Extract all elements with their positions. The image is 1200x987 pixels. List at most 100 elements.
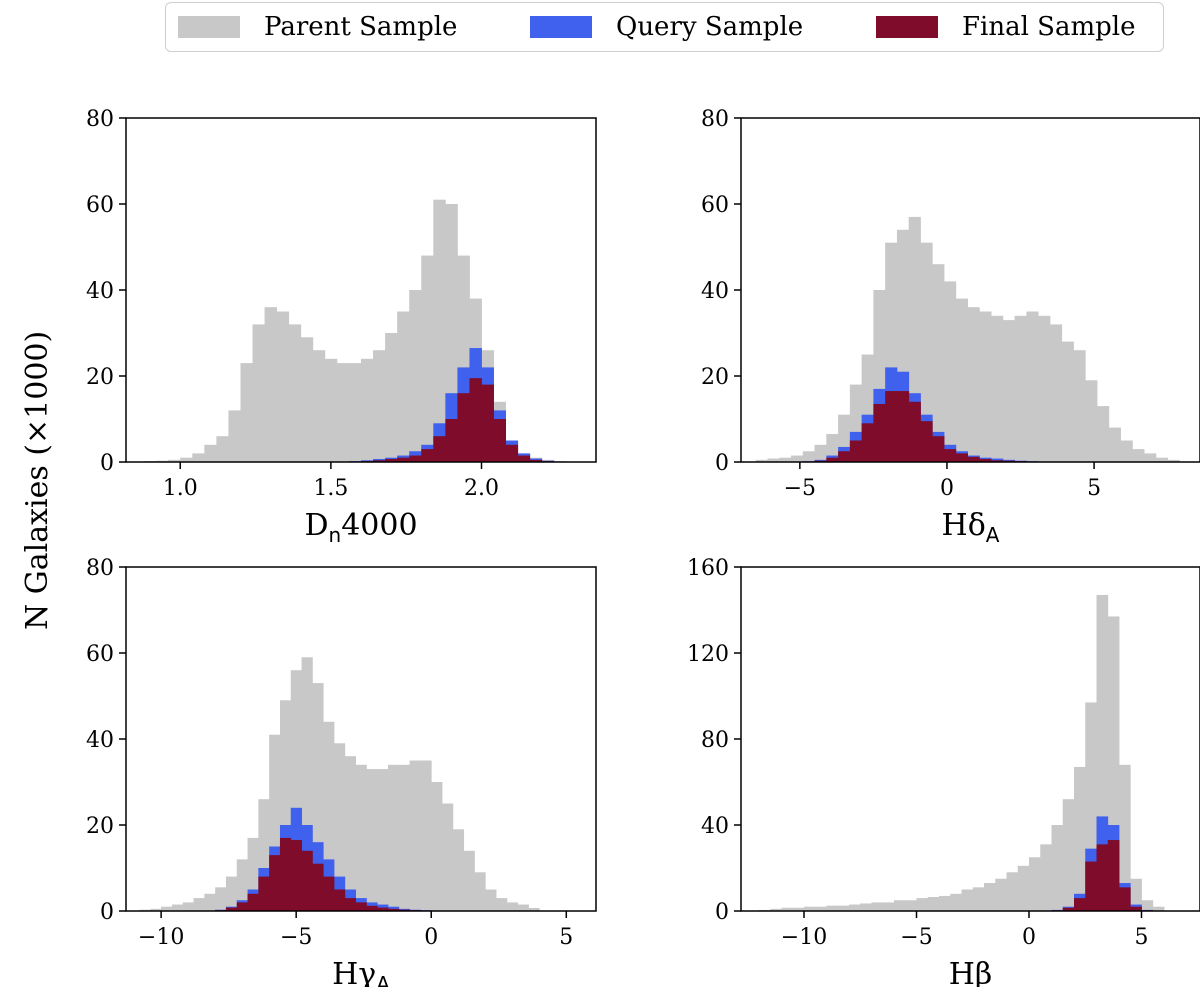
bar-parent (215, 887, 227, 911)
bar-parent (767, 458, 780, 462)
bar-parent (927, 897, 940, 911)
bar-final (279, 837, 292, 911)
bar-final (457, 393, 470, 462)
bar-final (481, 384, 494, 462)
bar-parent (236, 859, 248, 911)
x-tick-label: 1.5 (313, 476, 348, 501)
y-tick-label: 60 (86, 642, 114, 667)
bar-parent (300, 337, 314, 462)
panel-hbeta: 0 40 80 120 160 −10 −5 0 5 Hβ (687, 556, 1200, 987)
bar-final (932, 436, 945, 462)
bar-parent (228, 410, 241, 462)
x-axis-label-subscript: A (376, 972, 390, 987)
bar-parent (204, 444, 217, 462)
bar-parent (837, 905, 850, 912)
bar-final (991, 460, 1004, 462)
bar-parent (944, 281, 957, 462)
bar-parent (388, 764, 400, 911)
bar-parent (849, 904, 861, 911)
bar-parent (1049, 324, 1063, 462)
bar-parent (995, 878, 1007, 911)
bar-final (409, 455, 422, 462)
bar-parent (955, 298, 968, 462)
y-tick-label: 0 (715, 451, 729, 476)
bar-final (355, 902, 367, 911)
bar-parent (871, 902, 884, 911)
bar-parent (1085, 702, 1097, 911)
bar-final (505, 444, 519, 462)
bar-parent (1051, 825, 1064, 911)
y-tick-label: 0 (100, 900, 114, 925)
y-tick-label: 80 (86, 107, 114, 132)
bar-final (1085, 861, 1097, 911)
bar-parent (496, 898, 508, 911)
bar-parent (1062, 799, 1075, 911)
bar-final (247, 893, 259, 911)
bar-parent (770, 908, 782, 911)
bar-parent (485, 889, 497, 911)
legend-label-final: Final Sample (962, 12, 1136, 42)
bar-final (838, 451, 851, 462)
series-parent (755, 216, 1180, 462)
x-tick-label: −5 (784, 476, 816, 501)
panel-hdelta: 0 20 40 60 80 −5 0 5 HδA (701, 107, 1200, 547)
bar-parent (779, 457, 792, 462)
bar-parent (355, 764, 367, 911)
bar-parent (409, 290, 422, 462)
series-final (348, 378, 555, 462)
bar-parent (463, 850, 475, 911)
bar-final (979, 458, 992, 462)
bar-parent (826, 905, 839, 912)
bar-parent (150, 908, 162, 911)
bar-final (529, 459, 543, 462)
bar-parent (269, 734, 281, 911)
bar-final (944, 449, 957, 462)
bar-final (312, 863, 324, 911)
x-axis-label-main: Hβ (949, 957, 993, 987)
bar-final (388, 908, 400, 911)
x-tick-label: −10 (138, 925, 184, 950)
bar-final (873, 403, 886, 462)
bar-parent (168, 459, 181, 462)
series-parent (139, 657, 540, 911)
bar-parent (1107, 616, 1120, 911)
bar-parent (1119, 764, 1131, 911)
bar-parent (1097, 406, 1110, 462)
bar-parent (1141, 900, 1154, 911)
x-axis-label-main: Hγ (332, 957, 376, 987)
panel-hgamma: 0 20 40 60 80 −10 −5 0 5 HγA (86, 556, 597, 987)
bar-parent (950, 893, 962, 911)
bar-parent (171, 904, 184, 911)
x-axis-label-tail: 4000 (341, 508, 417, 543)
bar-final (849, 440, 863, 462)
bar-parent (920, 242, 933, 462)
bar-final (493, 419, 507, 462)
bar-parent (1014, 315, 1027, 462)
bar-parent (409, 760, 421, 911)
bar-parent (939, 895, 951, 911)
bar-parent (312, 683, 324, 911)
bar-parent (431, 782, 443, 911)
legend-item-parent: Parent Sample (178, 12, 457, 42)
bar-final (397, 457, 410, 462)
bar-parent (1096, 594, 1109, 911)
x-axis-label-subscript: n (329, 523, 342, 547)
series-final (215, 837, 432, 911)
y-tick-label: 40 (701, 814, 729, 839)
x-tick-label: 0 (1022, 925, 1036, 950)
bar-parent (225, 876, 238, 911)
bar-parent (1108, 427, 1121, 462)
bar-parent (1155, 457, 1169, 462)
bar-parent (860, 903, 872, 911)
bar-parent (336, 363, 350, 462)
bar-parent (528, 907, 540, 911)
x-axis-label-main: Hδ (942, 508, 986, 543)
bar-parent (182, 902, 194, 911)
y-tick-label: 120 (687, 642, 729, 667)
bar-parent (398, 764, 411, 911)
bar-parent (442, 803, 454, 911)
bar-parent (204, 893, 216, 911)
bar-final (908, 401, 921, 462)
bar-parent (193, 898, 205, 911)
bar-parent (377, 769, 389, 911)
